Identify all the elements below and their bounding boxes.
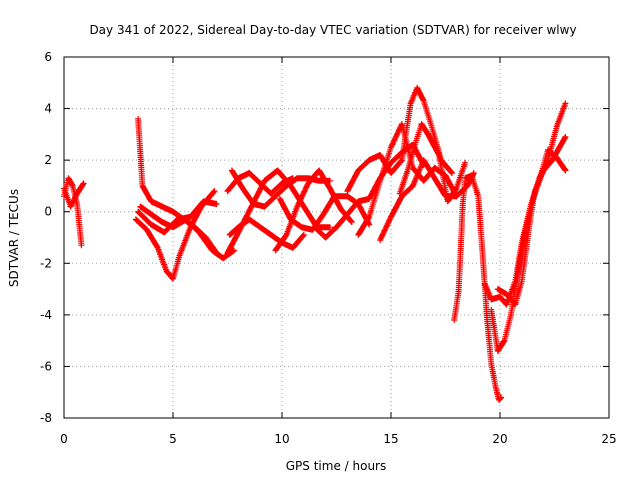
x-tick-label: 5 bbox=[169, 432, 177, 446]
series-markers bbox=[451, 177, 469, 323]
series-markers bbox=[396, 121, 469, 205]
data-layer bbox=[61, 84, 569, 403]
series-markers bbox=[137, 203, 237, 262]
series-markers bbox=[494, 133, 569, 308]
series-markers bbox=[228, 167, 333, 210]
plot-frame bbox=[63, 56, 610, 419]
y-tick-label: -8 bbox=[40, 411, 52, 425]
x-axis-label: GPS time / hours bbox=[286, 459, 387, 473]
series-arc-10 bbox=[228, 167, 333, 210]
series-arc-6 bbox=[137, 203, 237, 262]
x-tick-label: 15 bbox=[383, 432, 398, 446]
series-arc-9 bbox=[224, 167, 333, 256]
series-markers bbox=[462, 172, 505, 403]
y-axis-label: SDTVAR / TECUs bbox=[7, 189, 21, 287]
x-tick-label: 20 bbox=[492, 432, 507, 446]
y-tick-label: 2 bbox=[44, 153, 52, 167]
series-markers bbox=[481, 100, 569, 308]
series-markers bbox=[344, 84, 455, 195]
series-arc-17 bbox=[396, 121, 469, 205]
x-tick-label: 0 bbox=[60, 432, 68, 446]
y-tick-label: -6 bbox=[40, 359, 52, 373]
chart-title: Day 341 of 2022, Sidereal Day-to-day VTE… bbox=[89, 23, 576, 37]
x-tick-label: 10 bbox=[274, 432, 289, 446]
series-arc-12 bbox=[276, 193, 373, 233]
y-tick-label: 6 bbox=[44, 50, 52, 64]
y-tick-label: 0 bbox=[44, 205, 52, 219]
series-arc-20 bbox=[481, 100, 569, 308]
axis-ticks: 0 5 10 15 20 25 -8 -6 -4 -2 0 2 4 6 bbox=[40, 50, 617, 446]
series-markers bbox=[61, 180, 87, 210]
series-arc-5 bbox=[135, 198, 220, 236]
y-tick-label: -2 bbox=[40, 256, 52, 270]
series-markers bbox=[224, 167, 333, 256]
y-tick-label: -4 bbox=[40, 308, 52, 322]
series-markers bbox=[135, 198, 220, 236]
series-arc-2 bbox=[61, 180, 87, 210]
series-markers bbox=[276, 193, 373, 233]
series-arc-18 bbox=[451, 177, 469, 323]
series-arc-15 bbox=[344, 84, 455, 195]
x-tick-label: 25 bbox=[601, 432, 616, 446]
series-arc-19 bbox=[462, 172, 505, 403]
series-arc-22 bbox=[494, 133, 569, 308]
grid bbox=[64, 57, 609, 418]
y-tick-label: 4 bbox=[44, 102, 52, 116]
